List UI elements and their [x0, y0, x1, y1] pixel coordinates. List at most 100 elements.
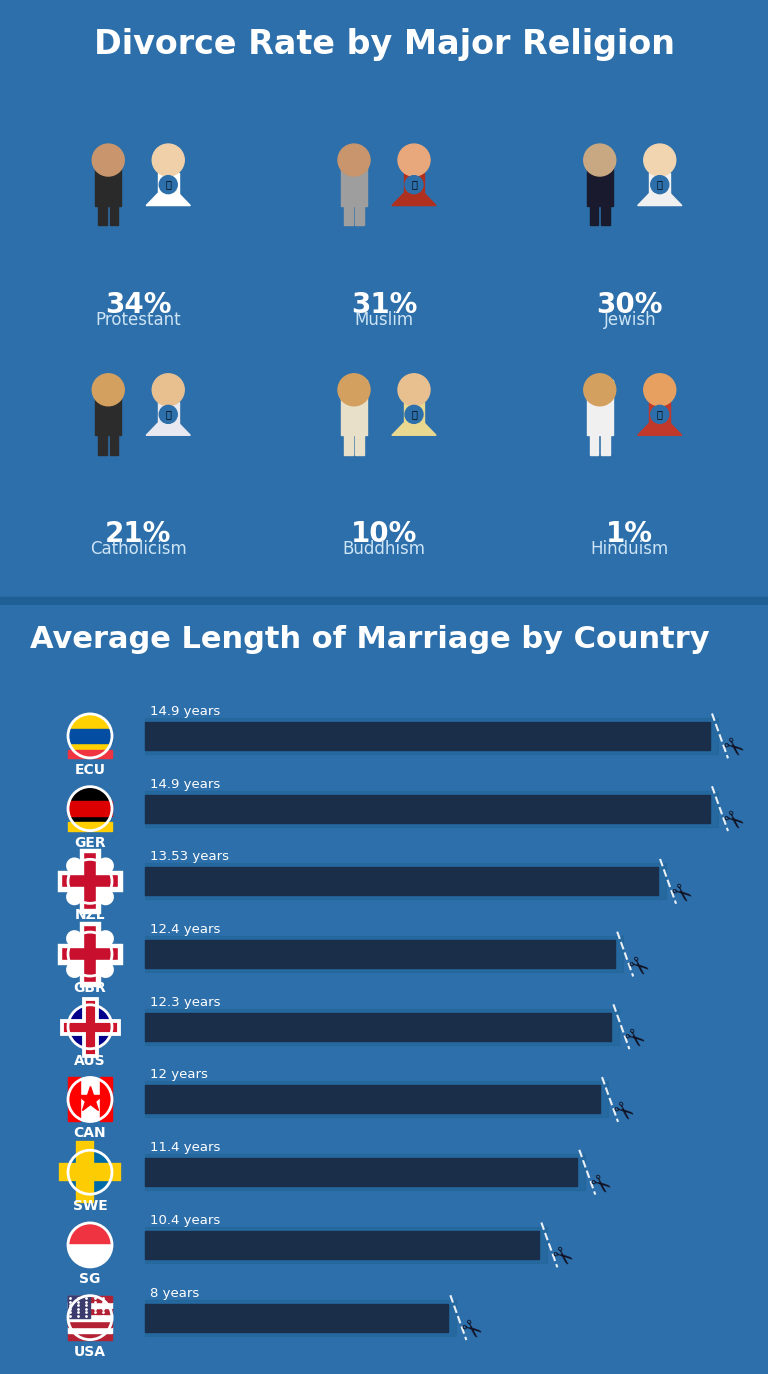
Bar: [68, 728, 112, 743]
Bar: [341, 151, 367, 206]
Bar: [587, 381, 613, 436]
Bar: [158, 403, 179, 425]
Bar: [650, 403, 670, 425]
Text: 8 years: 8 years: [150, 1286, 199, 1300]
Text: ✂: ✂: [617, 1025, 649, 1057]
Text: ✂: ✂: [545, 1243, 577, 1275]
Bar: [601, 436, 610, 455]
Text: ✂: ✂: [455, 1316, 486, 1348]
Text: 30%: 30%: [597, 290, 663, 319]
Polygon shape: [146, 194, 190, 206]
Text: ECU: ECU: [74, 763, 105, 776]
Bar: [404, 403, 425, 425]
Circle shape: [68, 932, 112, 976]
Bar: [145, 1304, 449, 1331]
Bar: [145, 1081, 608, 1117]
Bar: [145, 1300, 456, 1336]
Bar: [68, 1333, 112, 1340]
Bar: [650, 173, 670, 195]
Text: 💔: 💔: [165, 409, 171, 419]
Text: AUS: AUS: [74, 1054, 106, 1068]
Text: Catholicism: Catholicism: [90, 540, 187, 558]
Text: GER: GER: [74, 835, 106, 849]
Bar: [145, 1158, 578, 1186]
Circle shape: [584, 144, 616, 176]
Bar: [590, 206, 598, 225]
Text: Average Length of Marriage by Country: Average Length of Marriage by Country: [30, 625, 710, 654]
Circle shape: [338, 144, 370, 176]
Bar: [145, 863, 666, 900]
Text: 12.3 years: 12.3 years: [150, 996, 220, 1009]
Bar: [404, 173, 425, 195]
Bar: [68, 1308, 112, 1315]
Bar: [145, 1231, 539, 1259]
Text: 💔: 💔: [411, 180, 417, 190]
Circle shape: [68, 1004, 112, 1048]
Bar: [68, 801, 112, 816]
Text: USA: USA: [74, 1345, 106, 1359]
Text: Divorce Rate by Major Religion: Divorce Rate by Major Religion: [94, 27, 674, 60]
Text: Muslim: Muslim: [355, 311, 413, 328]
Text: 💔: 💔: [411, 409, 417, 419]
Circle shape: [152, 144, 184, 176]
Bar: [68, 1296, 112, 1303]
Text: 1%: 1%: [606, 521, 654, 548]
Bar: [145, 1154, 585, 1190]
Text: ✂: ✂: [606, 1098, 637, 1129]
Circle shape: [159, 405, 177, 423]
Polygon shape: [637, 423, 682, 436]
Bar: [356, 436, 364, 455]
Polygon shape: [392, 423, 436, 436]
Bar: [145, 719, 718, 754]
Circle shape: [68, 787, 112, 831]
Bar: [68, 750, 112, 758]
Text: ✂: ✂: [621, 952, 653, 984]
Bar: [98, 436, 107, 455]
Polygon shape: [146, 423, 190, 436]
Text: 14.9 years: 14.9 years: [150, 778, 220, 790]
Circle shape: [405, 405, 423, 423]
Text: 21%: 21%: [105, 521, 171, 548]
Bar: [145, 1013, 611, 1040]
Circle shape: [398, 144, 430, 176]
Bar: [145, 867, 658, 896]
Text: 💔: 💔: [165, 180, 171, 190]
Bar: [341, 381, 367, 436]
Circle shape: [92, 144, 124, 176]
Text: ✂: ✂: [717, 734, 748, 765]
Text: NZL: NZL: [74, 908, 105, 922]
Bar: [145, 790, 718, 827]
Text: SG: SG: [79, 1272, 101, 1286]
Bar: [68, 822, 112, 831]
Circle shape: [68, 1296, 112, 1340]
Polygon shape: [392, 194, 436, 206]
Bar: [110, 436, 118, 455]
Text: 10.4 years: 10.4 years: [150, 1213, 220, 1227]
Bar: [98, 206, 107, 225]
Bar: [145, 794, 710, 823]
Text: 11.4 years: 11.4 years: [150, 1142, 220, 1154]
Text: 10%: 10%: [351, 521, 417, 548]
Text: 31%: 31%: [351, 290, 417, 319]
Circle shape: [650, 176, 669, 194]
Circle shape: [405, 176, 423, 194]
Text: 💔: 💔: [657, 180, 663, 190]
Circle shape: [152, 374, 184, 405]
Text: 💔: 💔: [657, 409, 663, 419]
Bar: [68, 1303, 112, 1308]
Bar: [68, 1320, 112, 1327]
Wedge shape: [68, 1245, 112, 1267]
Bar: [344, 206, 353, 225]
Circle shape: [338, 374, 370, 405]
Bar: [145, 721, 710, 750]
Circle shape: [650, 405, 669, 423]
Polygon shape: [637, 194, 682, 206]
Circle shape: [398, 374, 430, 405]
Text: ✂: ✂: [664, 879, 696, 911]
Text: Buddhism: Buddhism: [343, 540, 425, 558]
Text: ✂: ✂: [717, 807, 748, 838]
Bar: [145, 940, 615, 969]
Text: Jewish: Jewish: [604, 311, 656, 328]
Bar: [68, 1296, 90, 1318]
Circle shape: [644, 144, 676, 176]
